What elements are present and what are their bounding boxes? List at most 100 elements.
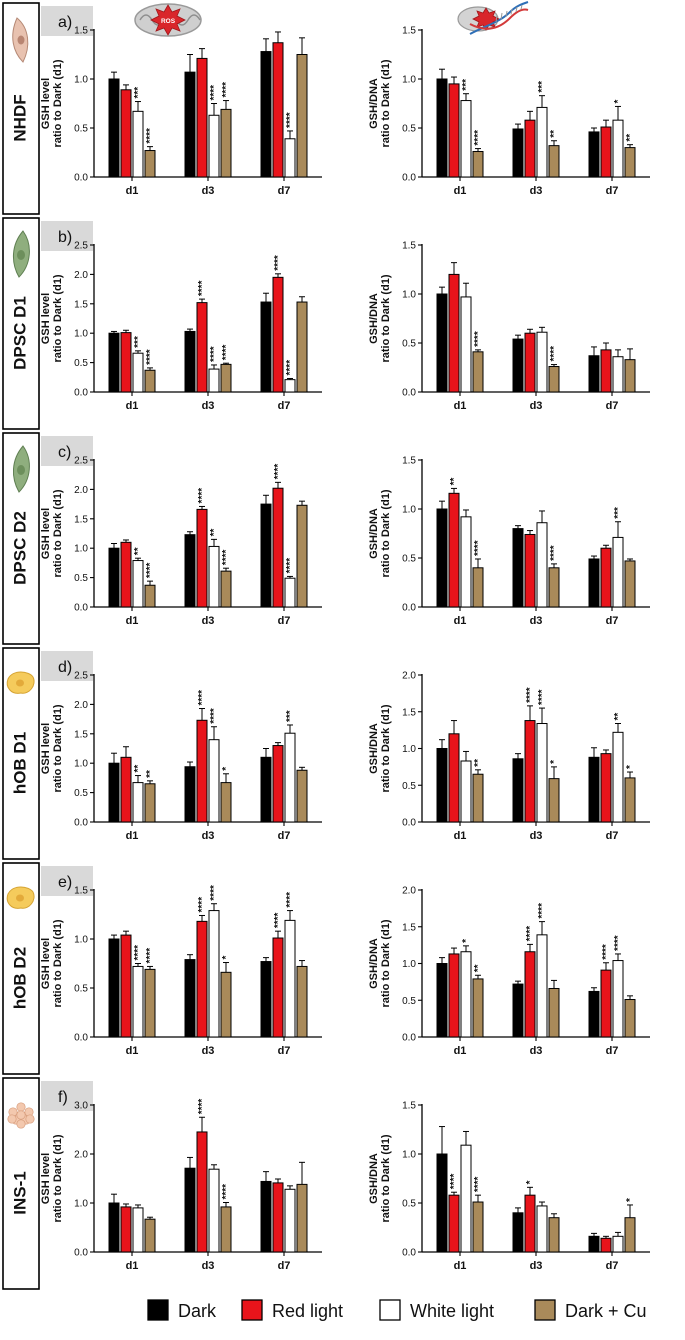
bar — [448, 76, 460, 178]
y-tick-label: 0.5 — [74, 573, 88, 584]
x-tick-label: d3 — [202, 1260, 215, 1272]
legend-label: Red light — [272, 1301, 343, 1321]
significance-label: ** — [625, 134, 636, 142]
bar-rect — [472, 351, 484, 393]
bar — [260, 1171, 272, 1253]
x-tick-label: d7 — [278, 185, 291, 197]
x-tick-label: d7 — [606, 1260, 619, 1272]
y-tick-label: 1.0 — [74, 1199, 88, 1210]
significance-label: ** — [473, 759, 484, 767]
x-tick-label: d3 — [202, 1045, 215, 1057]
bar-rect — [460, 296, 472, 393]
bar — [448, 262, 460, 393]
y-tick-label: 0.5 — [74, 788, 88, 799]
chart-panel: GSH/DNA ratio to Dark (d1) 0.0 0.5 1.0 1.5 d1 *… — [368, 241, 650, 412]
panel-tab — [41, 1081, 93, 1111]
significance-label: **** — [549, 545, 560, 561]
significance-label: **** — [473, 540, 484, 556]
bar: **** — [220, 1184, 232, 1253]
bar — [588, 346, 600, 393]
bar: ** — [472, 759, 484, 823]
bar: **** — [524, 687, 536, 823]
y-tick-label: 1.0 — [74, 329, 88, 340]
bar-rect — [536, 106, 548, 178]
significance-label: **** — [449, 1174, 460, 1190]
bar-rect — [296, 301, 308, 393]
row-label-box: DPSC D1 — [2, 217, 40, 430]
bar — [108, 752, 120, 823]
bar-rect — [588, 756, 600, 823]
bar-rect — [284, 732, 296, 823]
bar — [460, 509, 472, 608]
bar: **** — [272, 255, 284, 393]
row-label: DPSC D1 — [10, 296, 29, 370]
bar-rect — [144, 968, 156, 1038]
x-tick-label: d7 — [606, 185, 619, 197]
bar — [436, 286, 448, 393]
bar-rect — [132, 1207, 144, 1253]
bar-rect — [624, 1217, 636, 1253]
bar-rect — [220, 971, 232, 1038]
bar-rect — [588, 558, 600, 608]
bar — [588, 987, 600, 1038]
bar: **** — [548, 346, 560, 393]
bar: **** — [272, 912, 284, 1038]
bar: ** — [132, 547, 144, 608]
legend-swatch — [241, 1299, 263, 1321]
significance-label: **** — [221, 82, 232, 98]
bar: * — [548, 760, 560, 823]
x-tick-label: d3 — [202, 615, 215, 627]
bar — [208, 1164, 220, 1253]
significance-label: **** — [549, 346, 560, 362]
bar: **** — [472, 331, 484, 393]
panel-letter: b) — [58, 229, 72, 246]
panel-letter: c) — [58, 444, 71, 461]
fibroblast-icon — [12, 17, 29, 63]
bar-rect — [296, 965, 308, 1038]
significance-label: **** — [209, 708, 220, 724]
significance-label: **** — [285, 360, 296, 376]
bar-rect — [260, 756, 272, 823]
bar — [120, 539, 132, 608]
panel-tab — [41, 866, 93, 896]
y-axis-label: ratio to Dark (d1) — [380, 704, 392, 792]
y-tick-label: 0.0 — [74, 603, 88, 614]
bar — [260, 38, 272, 178]
bar — [512, 753, 524, 823]
significance-label: **** — [537, 903, 548, 919]
significance-label: * — [613, 99, 624, 103]
bar — [600, 1235, 612, 1253]
bar-rect — [260, 961, 272, 1038]
x-tick-label: d7 — [278, 615, 291, 627]
x-tick-label: d3 — [530, 615, 543, 627]
bar — [436, 957, 448, 1038]
chart-panel: GSH/DNA ratio to Dark (d1) 0.0 0.5 1.0 1.5 2.0… — [368, 886, 650, 1057]
y-tick-label: 2.0 — [402, 671, 416, 682]
bar-rect — [512, 983, 524, 1038]
bar — [512, 525, 524, 608]
y-tick-label: 1.0 — [74, 759, 88, 770]
bar-rect — [612, 536, 624, 608]
bar-rect — [272, 745, 284, 823]
bar — [524, 328, 536, 393]
bar-rect — [108, 78, 120, 178]
bar-rect — [624, 147, 636, 178]
significance-label: **** — [473, 130, 484, 146]
bar-rect — [108, 1202, 120, 1253]
bar — [272, 742, 284, 823]
bar — [436, 68, 448, 178]
y-tick-label: 0.0 — [74, 1033, 88, 1044]
y-tick-label: 0.5 — [74, 124, 88, 135]
significance-label: ** — [133, 547, 144, 555]
bar: ** — [624, 134, 636, 178]
y-axis-label: GSH level — [40, 78, 52, 129]
significance-label: * — [221, 956, 232, 960]
bar — [512, 123, 524, 178]
bar-rect — [448, 733, 460, 823]
bar-rect — [272, 487, 284, 608]
bar-rect — [548, 366, 560, 393]
x-tick-label: d3 — [202, 830, 215, 842]
osteoblast-icon — [6, 671, 35, 694]
bar: *** — [132, 336, 144, 393]
bar: **** — [208, 346, 220, 393]
